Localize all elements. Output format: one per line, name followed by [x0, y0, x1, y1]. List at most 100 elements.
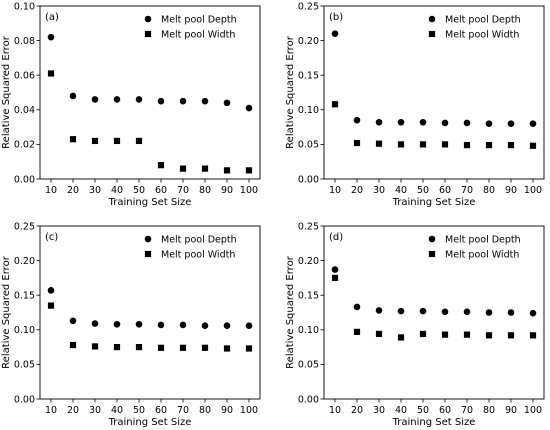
depth-point	[353, 116, 361, 124]
panel-c: (c) 10 20 30 40 50 60 70 80 90 100 0.00 0.05 0.10 0.15…	[1, 221, 261, 428]
width-point	[375, 330, 383, 338]
y-axis-label: Relative Squared Error	[285, 255, 296, 369]
depth-point	[245, 322, 253, 329]
legend-label: Melt pool Depth	[161, 15, 237, 26]
width-point	[91, 137, 99, 145]
y-tick-label: 0.20	[298, 256, 319, 267]
width-point	[91, 343, 99, 350]
x-tick-label: 80	[199, 185, 211, 196]
legend-circle-marker	[428, 235, 436, 243]
width-point	[331, 101, 339, 108]
plot-frame	[323, 225, 545, 400]
panel-a: (a) 10 20 30 40 50 60 70 80 90 100 0.00 0.02 0.04 0.06…	[1, 1, 261, 208]
x-tick-label: 20	[351, 185, 363, 196]
legend-square-marker	[428, 250, 436, 258]
legend-label: Melt pool Width	[161, 250, 235, 261]
x-tick-label: 10	[45, 405, 57, 416]
width-point	[201, 344, 209, 351]
depth-point	[507, 309, 515, 316]
y-tick-label: 0.05	[298, 140, 319, 151]
x-tick-label: 60	[155, 405, 167, 416]
width-point	[223, 167, 231, 174]
y-tick-label: 0.06	[14, 71, 35, 82]
depth-point	[201, 322, 209, 329]
x-tick-label: 90	[221, 405, 233, 416]
y-axis-label: Relative Squared Error	[1, 35, 12, 149]
depth-point	[529, 309, 537, 317]
depth-point	[69, 317, 77, 325]
depth-point	[419, 307, 427, 315]
width-point	[463, 331, 471, 338]
width-point	[69, 136, 77, 143]
y-axis-label: Relative Squared Error	[1, 255, 12, 369]
width-point	[529, 332, 537, 339]
x-tick-label: 80	[199, 405, 211, 416]
x-tick-label: 90	[221, 185, 233, 196]
x-tick-label: 10	[45, 185, 57, 196]
panel-label: (d)	[329, 232, 343, 243]
x-tick-label: 20	[67, 405, 79, 416]
x-tick-label: 70	[177, 185, 189, 196]
x-tick-label: 50	[133, 405, 145, 416]
depth-point	[397, 118, 405, 126]
width-point	[397, 141, 405, 148]
y-tick-label: 0.15	[14, 291, 35, 302]
depth-point	[113, 320, 121, 328]
depth-point	[69, 92, 77, 100]
depth-point	[47, 287, 55, 294]
legend-circle-marker	[144, 15, 152, 23]
y-tick-label: 0.25	[298, 221, 319, 232]
depth-point	[353, 303, 361, 311]
y-tick-label: 0.08	[14, 36, 35, 47]
width-point	[419, 141, 427, 148]
x-tick-label: 100	[524, 405, 542, 416]
width-point	[353, 139, 361, 147]
x-tick-label: 20	[351, 405, 363, 416]
x-tick-label: 30	[89, 405, 101, 416]
width-point	[223, 345, 231, 352]
panel-d: (d) 10 20 30 40 50 60 70 80 90 100 0.00 0.05 0.10 0.15…	[285, 221, 545, 428]
width-point	[485, 332, 493, 339]
y-tick-label: 0.20	[14, 256, 35, 267]
width-point	[397, 334, 405, 341]
depth-point	[135, 320, 143, 328]
y-tick-label: 0.20	[298, 36, 319, 47]
depth-point	[375, 118, 383, 126]
x-tick-label: 90	[505, 405, 517, 416]
y-tick-label: 0.10	[14, 325, 35, 336]
y-tick-label: 0.15	[298, 291, 319, 302]
x-axis-label: Training Set Size	[392, 197, 476, 208]
y-tick-label: 0.02	[14, 140, 35, 151]
legend-label: Melt pool Width	[161, 30, 235, 41]
depth-point	[157, 97, 165, 105]
depth-point	[223, 322, 231, 329]
depth-point	[375, 307, 383, 314]
plot-frame	[39, 225, 261, 400]
depth-point	[397, 307, 405, 315]
y-tick-label: 0.10	[298, 105, 319, 116]
x-tick-label: 60	[155, 185, 167, 196]
legend-circle-marker	[428, 15, 436, 23]
width-point	[529, 142, 537, 149]
width-point	[113, 344, 121, 351]
x-tick-label: 60	[439, 185, 451, 196]
depth-point	[113, 96, 121, 103]
depth-point	[47, 33, 55, 41]
y-tick-label: 0.10	[14, 1, 35, 12]
depth-point	[157, 321, 165, 329]
depth-point	[485, 309, 493, 316]
x-tick-label: 50	[133, 185, 145, 196]
depth-point	[201, 97, 209, 105]
plot-frame	[39, 5, 261, 180]
x-tick-label: 60	[439, 405, 451, 416]
x-tick-label: 100	[524, 185, 542, 196]
width-point	[463, 141, 471, 149]
x-tick-label: 70	[461, 185, 473, 196]
x-tick-label: 40	[395, 405, 407, 416]
depth-point	[179, 97, 187, 105]
depth-point	[463, 119, 471, 127]
depth-point	[485, 120, 493, 127]
depth-point	[463, 308, 471, 316]
y-tick-label: 0.04	[14, 105, 35, 116]
